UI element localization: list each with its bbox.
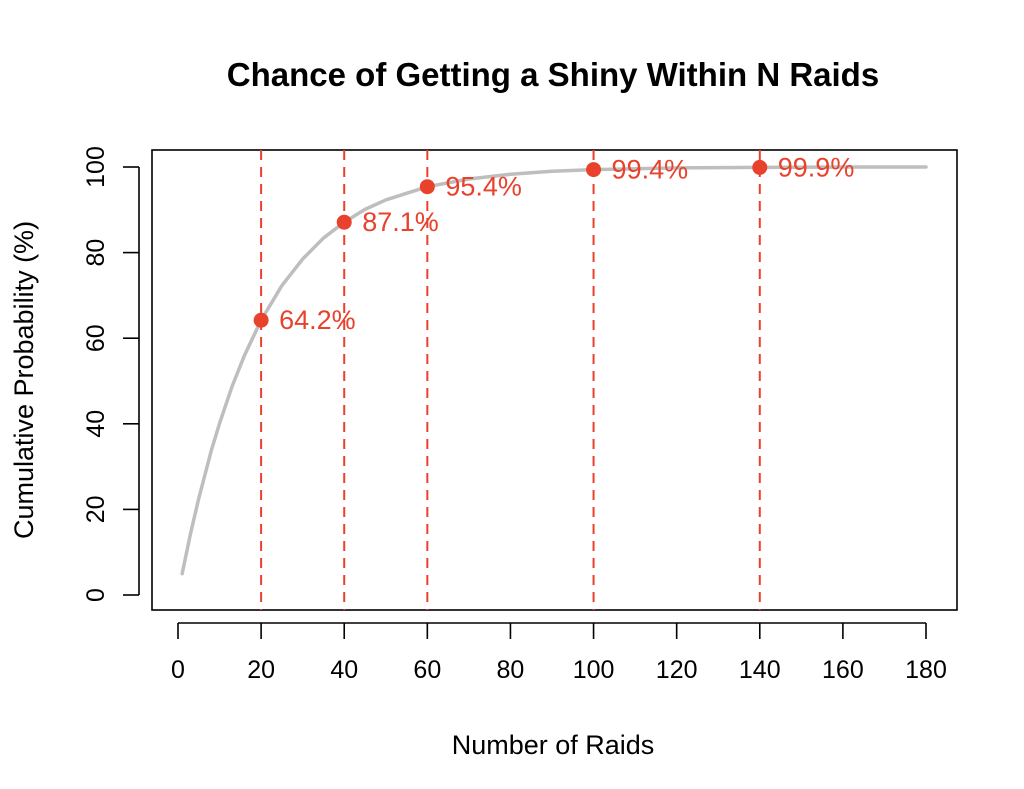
probability-curve [180, 165, 928, 576]
x-tick-label: 40 [330, 656, 358, 684]
x-tick-label: 120 [656, 656, 698, 684]
y-tick-label: 60 [82, 324, 110, 352]
x-tick-label: 100 [573, 656, 615, 684]
x-tick-label: 160 [822, 656, 864, 684]
x-axis: 0 20 40 60 80 100 120 140 160 180 [171, 622, 947, 684]
reference-lines [260, 150, 761, 610]
highlight-labels: 64.2% 87.1%95.4% 99.4% 99.9% [279, 152, 854, 335]
x-tick-label: 140 [739, 656, 781, 684]
highlight-label: 87.1% [362, 207, 439, 237]
y-axis: 0 20 40 60 80 100 [82, 146, 140, 602]
highlight-points [253, 159, 768, 328]
highlight-point [419, 179, 435, 195]
y-tick-label: 40 [82, 410, 110, 438]
y-tick-label: 20 [82, 495, 110, 523]
x-tick-label: 180 [905, 656, 947, 684]
highlight-label: 99.4% [612, 155, 689, 185]
x-axis-label: Number of Raids [452, 730, 655, 760]
highlight-point [752, 159, 768, 175]
highlight-label: 64.2% [279, 305, 356, 335]
highlight-label: 95.4% [445, 172, 522, 202]
highlight-point [336, 214, 352, 230]
y-axis-label: Cumulative Probability (%) [9, 221, 39, 539]
chart-title: Chance of Getting a Shiny Within N Raids [227, 56, 879, 93]
x-tick-label: 80 [497, 656, 525, 684]
y-tick-label: 0 [82, 588, 110, 602]
highlight-point [253, 312, 269, 328]
plot-frame [151, 149, 958, 611]
x-tick-label: 20 [247, 656, 275, 684]
x-tick-label: 60 [413, 656, 441, 684]
probability-curve-layer [180, 165, 928, 576]
y-tick-label: 100 [82, 146, 110, 188]
highlight-point [586, 162, 602, 178]
y-tick-label: 80 [82, 239, 110, 267]
x-tick-label: 0 [171, 656, 185, 684]
highlight-label: 99.9% [778, 152, 855, 182]
